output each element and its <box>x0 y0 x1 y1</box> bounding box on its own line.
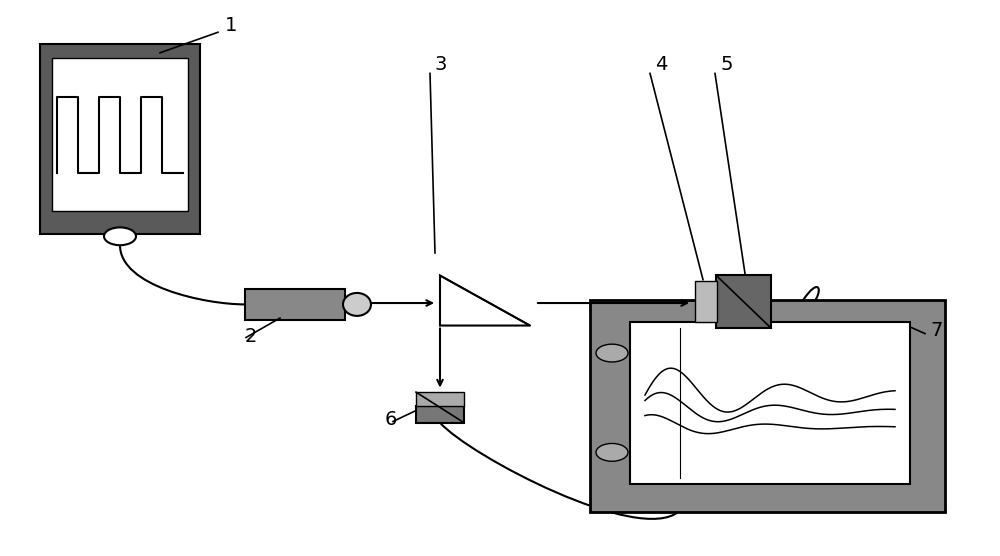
Bar <box>416 406 464 423</box>
Text: 1: 1 <box>225 16 237 34</box>
Bar <box>416 392 464 406</box>
Bar <box>245 289 345 320</box>
Bar <box>630 322 910 484</box>
Circle shape <box>596 444 628 461</box>
Text: 6: 6 <box>385 410 397 429</box>
Circle shape <box>596 344 628 362</box>
Bar <box>52 58 188 211</box>
Bar <box>40 44 200 234</box>
Bar <box>695 281 717 322</box>
Ellipse shape <box>343 293 371 316</box>
Text: 4: 4 <box>655 54 667 73</box>
Bar <box>590 300 945 512</box>
Polygon shape <box>440 275 530 325</box>
Circle shape <box>104 227 136 245</box>
Text: 5: 5 <box>720 54 732 73</box>
Bar <box>716 275 771 328</box>
Text: 3: 3 <box>435 54 447 73</box>
Text: 2: 2 <box>245 327 257 346</box>
Text: 7: 7 <box>930 321 942 340</box>
